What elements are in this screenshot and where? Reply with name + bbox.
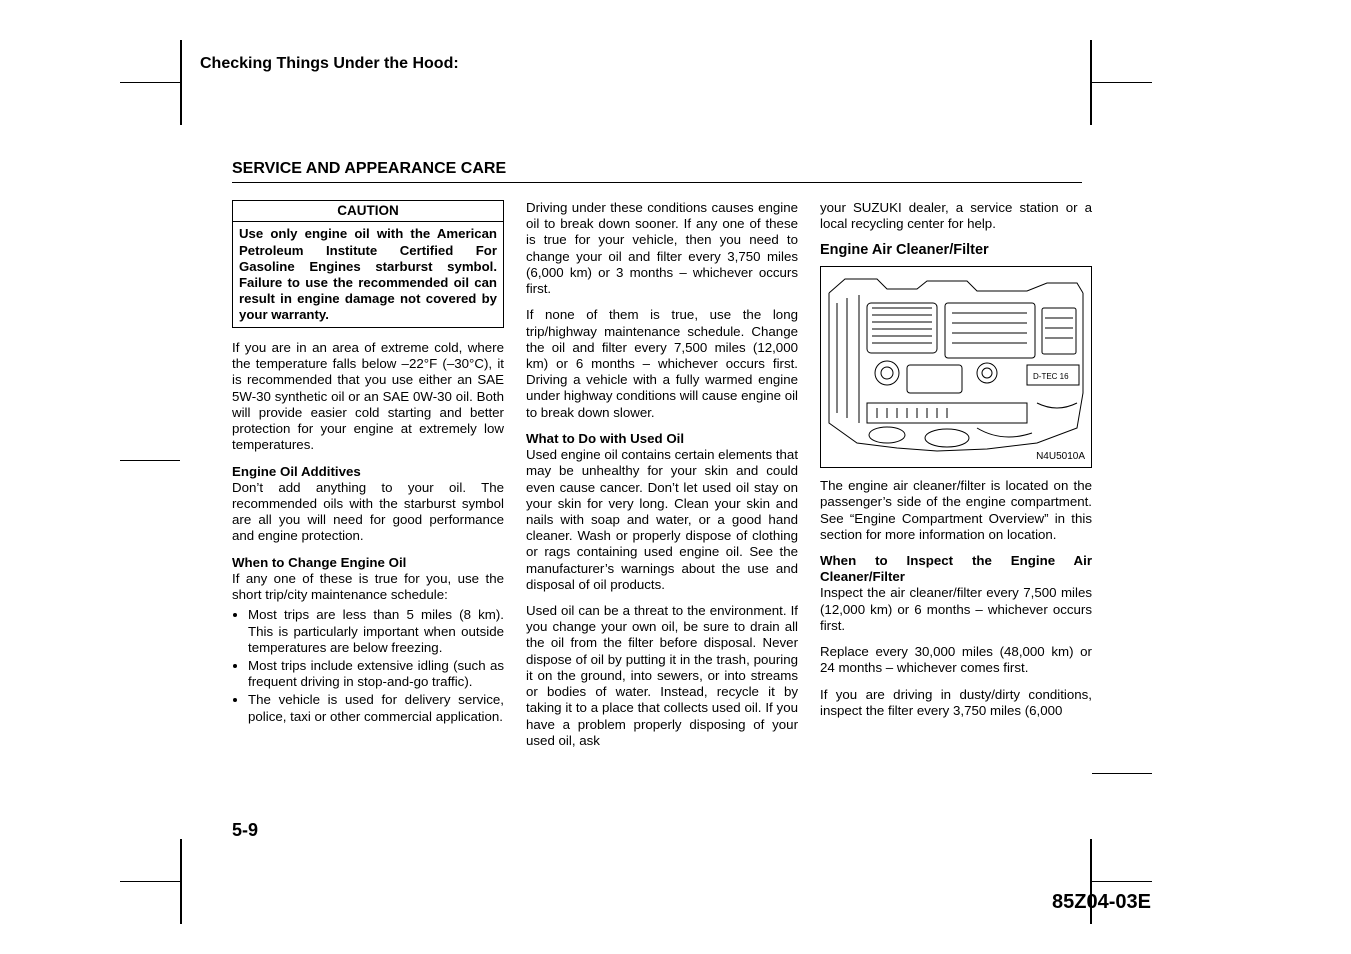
dealer-help: your SUZUKI dealer, a service station or… xyxy=(820,200,1092,232)
additives-heading: Engine Oil Additives xyxy=(232,464,504,480)
list-item: Most trips are less than 5 miles (8 km).… xyxy=(248,607,504,656)
when-change-heading: When to Change Engine Oil xyxy=(232,555,504,571)
crop-mark xyxy=(180,40,182,125)
dusty-body: If you are driving in dusty/dirty condit… xyxy=(820,687,1092,719)
list-item: Most trips include extensive idling (suc… xyxy=(248,658,504,690)
used-oil-heading: What to Do with Used Oil xyxy=(526,431,798,447)
horizontal-rule xyxy=(232,182,1082,183)
crop-mark xyxy=(120,82,180,83)
engine-illustration: D-TEC 16 xyxy=(827,273,1085,461)
caution-body: Use only engine oil with the American Pe… xyxy=(233,222,503,327)
when-change-list: Most trips are less than 5 miles (8 km).… xyxy=(232,607,504,725)
engine-figure: D-TEC 16 N4U5010A xyxy=(820,266,1092,468)
additives-body: Don’t add anything to your oil. The reco… xyxy=(232,480,504,545)
crop-mark xyxy=(1092,881,1152,882)
crop-mark xyxy=(120,881,180,882)
crop-mark xyxy=(1092,773,1152,774)
running-head: Checking Things Under the Hood: xyxy=(200,55,459,73)
air-cleaner-heading: Engine Air Cleaner/Filter xyxy=(820,242,1092,260)
caution-box: CAUTION Use only engine oil with the Ame… xyxy=(232,200,504,328)
column-1: CAUTION Use only engine oil with the Ame… xyxy=(232,200,504,759)
long-trip: If none of them is true, use the long tr… xyxy=(526,307,798,421)
crop-mark xyxy=(1092,82,1152,83)
used-oil-body-1: Used engine oil contains certain element… xyxy=(526,447,798,593)
inspect-body: Inspect the air cleaner/filter every 7,5… xyxy=(820,585,1092,634)
document-code: 85Z04-03E xyxy=(1052,891,1151,914)
replace-body: Replace every 30,000 miles (48,000 km) o… xyxy=(820,644,1092,676)
when-change-intro: If any one of these is true for you, use… xyxy=(232,571,504,603)
cold-area-paragraph: If you are in an area of extreme cold, w… xyxy=(232,340,504,454)
svg-text:D-TEC 16: D-TEC 16 xyxy=(1033,372,1069,381)
inspect-heading: When to Inspect the Engine Air Cleaner/F… xyxy=(820,553,1092,585)
crop-mark xyxy=(180,839,182,924)
caution-title: CAUTION xyxy=(233,201,503,222)
page: Checking Things Under the Hood: SERVICE … xyxy=(0,0,1351,954)
page-number: 5-9 xyxy=(232,820,258,841)
column-2: Driving under these conditions causes en… xyxy=(526,200,798,759)
body-columns: CAUTION Use only engine oil with the Ame… xyxy=(232,200,1092,759)
list-item: The vehicle is used for delivery service… xyxy=(248,692,504,724)
section-title: SERVICE AND APPEARANCE CARE xyxy=(232,160,506,178)
figure-label: N4U5010A xyxy=(1036,451,1085,463)
driving-conditions: Driving under these conditions causes en… xyxy=(526,200,798,297)
crop-mark xyxy=(120,460,180,461)
air-cleaner-location: The engine air cleaner/filter is located… xyxy=(820,478,1092,543)
used-oil-body-2: Used oil can be a threat to the environm… xyxy=(526,603,798,749)
column-3: your SUZUKI dealer, a service station or… xyxy=(820,200,1092,759)
